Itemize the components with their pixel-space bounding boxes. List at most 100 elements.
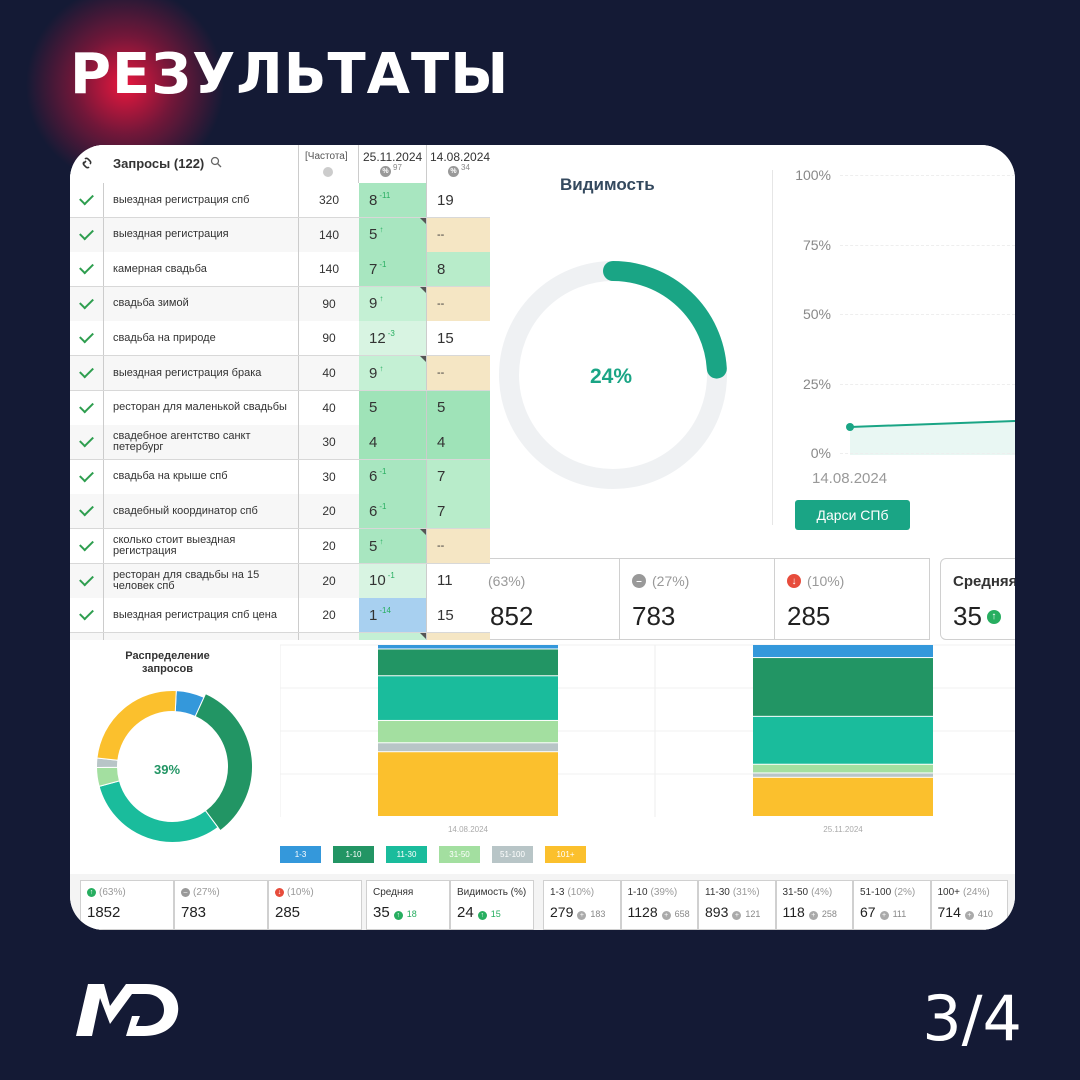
bar-101+-0[interactable] [378, 752, 558, 816]
position-previous: 5 [427, 390, 490, 425]
table-row[interactable]: свадебный координатор спб 20 6 -1 7 [70, 494, 490, 530]
table-row[interactable]: ресторан для маленькой свадьбы 40 5 5 [70, 390, 490, 426]
stacked-bar-chart: 14.08.2024 25.11.2024 [280, 644, 1015, 834]
y-tick-label: 50% [802, 306, 831, 322]
table-row[interactable]: ресторан для свадьбы на 15 человек спб 20… [70, 563, 490, 599]
table-row[interactable]: выездная регистрация спб 320 8 -11 19 [70, 183, 490, 218]
table-row[interactable]: выездная регистрация спб цена 20 1 -14 15 [70, 598, 490, 634]
position-current: 7 -1 [359, 252, 427, 287]
table-row[interactable]: камерная свадьба 140 7 -1 8 [70, 252, 490, 288]
date2-label[interactable]: 14.08.2024 [430, 150, 490, 164]
query-text: свадебное агентство санкт петербург [103, 425, 299, 460]
query-frequency: 20 [299, 494, 360, 529]
date1-percent: % 97 [380, 163, 402, 177]
position-previous: 19 [427, 183, 490, 217]
minus-icon: – [632, 574, 646, 588]
check-icon[interactable] [70, 425, 104, 460]
position-current: 1 -14 [359, 598, 427, 633]
query-frequency: 140 [299, 252, 360, 287]
query-text: выездная регистрация [103, 217, 299, 252]
table-row[interactable]: свадьба на природе 90 12 -3 15 [70, 321, 490, 357]
check-icon[interactable] [70, 286, 104, 321]
query-text: свадьба на природе [103, 321, 299, 356]
query-text: сколько стоит выездная регистрация [103, 529, 299, 563]
legend-item-51-100[interactable]: 51-100 [492, 846, 533, 863]
legend-item-101+[interactable]: 101+ [545, 846, 586, 863]
x-tick-label: 14.08.2024 [448, 825, 489, 834]
position-previous: -- [427, 286, 490, 321]
donut-slice-101+[interactable] [96, 690, 177, 761]
check-icon[interactable] [70, 321, 104, 356]
arrow-up-icon: ↑ [986, 609, 1001, 624]
table-row[interactable]: свадебное агентство санкт петербург 30 4 4 [70, 425, 490, 461]
table-row[interactable]: выездная регистрация 140 5 ↑ -- [70, 217, 490, 253]
check-icon[interactable] [70, 459, 104, 494]
check-icon[interactable] [70, 563, 104, 598]
bar-11-30-0[interactable] [378, 676, 558, 720]
check-icon[interactable] [70, 529, 104, 563]
table-row[interactable]: выездная регистрация брака 40 9 ↑ -- [70, 356, 490, 391]
query-frequency: 30 [299, 459, 360, 494]
table-row[interactable]: свадьба на крыше спб 30 6 -1 7 [70, 459, 490, 495]
queries-label: Запросы (122) [113, 156, 205, 171]
check-icon[interactable] [70, 632, 104, 640]
check-icon[interactable] [70, 494, 104, 529]
bar-1-10-0[interactable] [378, 649, 558, 676]
arrow-down-icon: ↓ [787, 574, 801, 588]
bar-101+-1[interactable] [753, 777, 933, 816]
position-previous: 7 [427, 459, 490, 494]
bottom-stat-range-4: 51-100 (2%) 67 +111 [853, 880, 931, 930]
bar-11-30-1[interactable] [753, 716, 933, 764]
bar-1-10-1[interactable] [753, 658, 933, 716]
query-frequency: 90 [299, 321, 360, 356]
darsi-button[interactable]: Дарси СПб [795, 500, 910, 530]
check-icon[interactable] [70, 390, 104, 425]
table-row[interactable]: свадьба зимой 90 9 ↑ -- [70, 286, 490, 322]
check-icon[interactable] [70, 217, 104, 252]
bar-1-3-0[interactable] [378, 645, 558, 649]
y-tick-label: 100% [795, 167, 831, 183]
bottom-stat-1: – (27%) 783 [174, 880, 268, 930]
donut-slice-11-30[interactable] [98, 780, 219, 843]
visibility-title: Видимость [560, 175, 655, 194]
position-previous: 4 [427, 425, 490, 460]
position-previous: 15 [427, 321, 490, 356]
corner-marker [420, 286, 426, 293]
queries-table: Запросы (122) [Частота] 25.11.2024 % 97 … [70, 145, 490, 640]
bar-51-100-1[interactable] [753, 773, 933, 777]
y-tick-label: 0% [810, 445, 831, 461]
query-frequency: 140 [299, 217, 360, 252]
diff-icon: + [732, 911, 742, 920]
legend-item-1-3[interactable]: 1-3 [280, 846, 321, 863]
bar-31-50-0[interactable] [378, 720, 558, 743]
grid-line [840, 383, 1015, 385]
visibility-panel: Видимость 24% 14.08.2024 Дарси СПб 100% 7… [490, 145, 1015, 548]
bar-31-50-1[interactable] [753, 764, 933, 773]
position-current: 9↑ [359, 286, 427, 321]
corner-marker [420, 632, 426, 639]
query-text [103, 632, 299, 640]
page-title: РЕЗУЛЬТАТЫ [70, 42, 510, 107]
check-icon[interactable] [70, 356, 104, 390]
position-previous: -- [427, 529, 490, 563]
search-icon[interactable] [210, 155, 222, 173]
bottom-stat-range-5: 100+ (24%) 714 +410 [930, 880, 1008, 930]
query-frequency: 40 [299, 390, 360, 425]
position-previous: -- [427, 217, 490, 252]
donut-slice-1-10[interactable] [194, 693, 253, 832]
check-icon[interactable] [70, 183, 104, 217]
diff-icon: + [661, 911, 671, 920]
query-text: выездная регистрация спб [103, 183, 299, 217]
check-icon[interactable] [70, 598, 104, 633]
bar-51-100-0[interactable] [378, 743, 558, 752]
table-row[interactable]: 9↑ [70, 632, 490, 640]
legend-item-11-30[interactable]: 11-30 [386, 846, 427, 863]
check-icon[interactable] [70, 252, 104, 287]
arrow-up-icon: ↑ [393, 911, 403, 920]
position-current: 6 -1 [359, 494, 427, 529]
legend-item-1-10[interactable]: 1-10 [333, 846, 374, 863]
date1-label[interactable]: 25.11.2024 [363, 150, 423, 164]
bar-1-3-1[interactable] [753, 645, 933, 658]
table-row[interactable]: сколько стоит выездная регистрация 20 5 ↑ -- [70, 529, 490, 564]
legend-item-31-50[interactable]: 31-50 [439, 846, 480, 863]
